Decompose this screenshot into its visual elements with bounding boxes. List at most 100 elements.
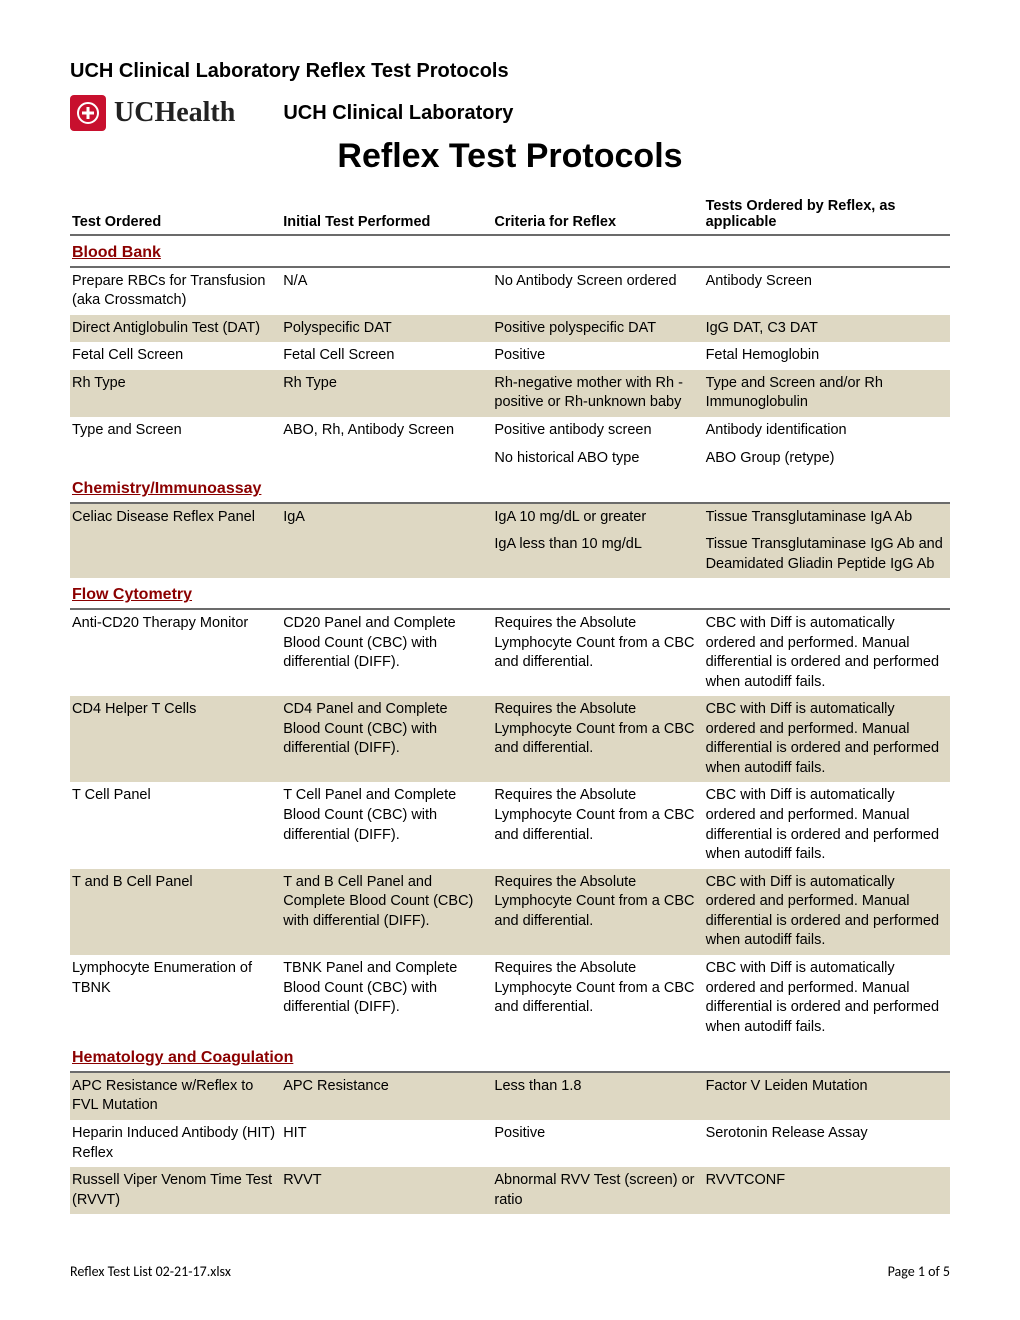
table-row: No historical ABO typeABO Group (retype) xyxy=(70,445,950,473)
cell: Type and Screen and/or Rh Immunoglobulin xyxy=(704,370,950,417)
table-row: Type and ScreenABO, Rh, Antibody ScreenP… xyxy=(70,417,950,445)
cell: Positive xyxy=(492,1120,703,1167)
col-criteria: Criteria for Reflex xyxy=(492,194,703,235)
table-row: IgA less than 10 mg/dLTissue Transglutam… xyxy=(70,531,950,578)
cell: Positive antibody screen xyxy=(492,417,703,445)
cell: Serotonin Release Assay xyxy=(704,1120,950,1167)
cell: T Cell Panel xyxy=(70,782,281,868)
cell: T and B Cell Panel xyxy=(70,869,281,955)
cell: Russell Viper Venom Time Test (RVVT) xyxy=(70,1167,281,1214)
table-row: Direct Antiglobulin Test (DAT)Polyspecif… xyxy=(70,315,950,343)
cell: IgA xyxy=(281,503,492,532)
col-initial-test: Initial Test Performed xyxy=(281,194,492,235)
cell: APC Resistance w/Reflex to FVL Mutation xyxy=(70,1072,281,1120)
cell: Rh-negative mother with Rh - positive or… xyxy=(492,370,703,417)
cell: CBC with Diff is automatically ordered a… xyxy=(704,955,950,1041)
cell: CD4 Panel and Complete Blood Count (CBC)… xyxy=(281,696,492,782)
cell xyxy=(70,531,281,578)
section-row: Flow Cytometry xyxy=(70,578,950,609)
cell: IgA 10 mg/dL or greater xyxy=(492,503,703,532)
footer-filename: Reflex Test List 02-21-17.xlsx xyxy=(70,1263,231,1280)
table-row: Rh TypeRh TypeRh-negative mother with Rh… xyxy=(70,370,950,417)
page-footer: Reflex Test List 02-21-17.xlsx Page 1 of… xyxy=(70,1263,950,1280)
cell: Rh Type xyxy=(281,370,492,417)
cell: CBC with Diff is automatically ordered a… xyxy=(704,782,950,868)
cell: Polyspecific DAT xyxy=(281,315,492,343)
table-header-row: Test Ordered Initial Test Performed Crit… xyxy=(70,194,950,235)
section-row: Blood Bank xyxy=(70,235,950,267)
table-row: Heparin Induced Antibody (HIT) ReflexHIT… xyxy=(70,1120,950,1167)
cell: CD4 Helper T Cells xyxy=(70,696,281,782)
cell: Fetal Cell Screen xyxy=(281,342,492,370)
cell: Heparin Induced Antibody (HIT) Reflex xyxy=(70,1120,281,1167)
section-title: Hematology and Coagulation xyxy=(70,1041,950,1072)
cell: Requires the Absolute Lymphocyte Count f… xyxy=(492,609,703,696)
cell: Requires the Absolute Lymphocyte Count f… xyxy=(492,782,703,868)
table-row: Fetal Cell ScreenFetal Cell ScreenPositi… xyxy=(70,342,950,370)
lab-title: UCH Clinical Laboratory xyxy=(283,102,513,125)
cell: TBNK Panel and Complete Blood Count (CBC… xyxy=(281,955,492,1041)
cell: Positive xyxy=(492,342,703,370)
table-row: Lymphocyte Enumeration of TBNKTBNK Panel… xyxy=(70,955,950,1041)
cell: Lymphocyte Enumeration of TBNK xyxy=(70,955,281,1041)
cell: APC Resistance xyxy=(281,1072,492,1120)
cell: Celiac Disease Reflex Panel xyxy=(70,503,281,532)
cell: No Antibody Screen ordered xyxy=(492,267,703,315)
cell xyxy=(281,445,492,473)
main-title: Reflex Test Protocols xyxy=(70,137,950,176)
section-title: Flow Cytometry xyxy=(70,578,950,609)
document-page: UCH Clinical Laboratory Reflex Test Prot… xyxy=(0,0,1020,1320)
cell: Tissue Transglutaminase IgG Ab and Deami… xyxy=(704,531,950,578)
cell: Fetal Hemoglobin xyxy=(704,342,950,370)
table-row: Celiac Disease Reflex PanelIgAIgA 10 mg/… xyxy=(70,503,950,532)
cell: RVVTCONF xyxy=(704,1167,950,1214)
section-row: Chemistry/Immunoassay xyxy=(70,472,950,503)
cell: CBC with Diff is automatically ordered a… xyxy=(704,869,950,955)
cell: N/A xyxy=(281,267,492,315)
cell xyxy=(70,445,281,473)
cell: IgG DAT, C3 DAT xyxy=(704,315,950,343)
cell: Positive polyspecific DAT xyxy=(492,315,703,343)
cell: Fetal Cell Screen xyxy=(70,342,281,370)
brand-name: UCHealth xyxy=(114,97,235,129)
cell: Antibody identification xyxy=(704,417,950,445)
cell: Abnormal RVV Test (screen) or ratio xyxy=(492,1167,703,1214)
cell: Less than 1.8 xyxy=(492,1072,703,1120)
cell: T and B Cell Panel and Complete Blood Co… xyxy=(281,869,492,955)
table-row: T Cell PanelT Cell Panel and Complete Bl… xyxy=(70,782,950,868)
cell: IgA less than 10 mg/dL xyxy=(492,531,703,578)
cell: Direct Antiglobulin Test (DAT) xyxy=(70,315,281,343)
footer-page: Page 1 of 5 xyxy=(888,1263,950,1280)
cell: CD20 Panel and Complete Blood Count (CBC… xyxy=(281,609,492,696)
cell: Requires the Absolute Lymphocyte Count f… xyxy=(492,696,703,782)
uchealth-logo-icon xyxy=(70,95,106,131)
table-row: Russell Viper Venom Time Test (RVVT)RVVT… xyxy=(70,1167,950,1214)
cell xyxy=(281,531,492,578)
section-row: Hematology and Coagulation xyxy=(70,1041,950,1072)
cell: Factor V Leiden Mutation xyxy=(704,1072,950,1120)
cell: HIT xyxy=(281,1120,492,1167)
brand-row: UCHealth UCH Clinical Laboratory xyxy=(70,95,950,131)
section-title: Chemistry/Immunoassay xyxy=(70,472,950,503)
protocol-table: Test Ordered Initial Test Performed Crit… xyxy=(70,194,950,1214)
cell: ABO Group (retype) xyxy=(704,445,950,473)
doc-header: UCH Clinical Laboratory Reflex Test Prot… xyxy=(70,60,950,83)
cell: Tissue Transglutaminase IgA Ab xyxy=(704,503,950,532)
cell: CBC with Diff is automatically ordered a… xyxy=(704,609,950,696)
cell: RVVT xyxy=(281,1167,492,1214)
table-row: APC Resistance w/Reflex to FVL MutationA… xyxy=(70,1072,950,1120)
cell: Anti-CD20 Therapy Monitor xyxy=(70,609,281,696)
cell: Antibody Screen xyxy=(704,267,950,315)
table-row: Anti-CD20 Therapy MonitorCD20 Panel and … xyxy=(70,609,950,696)
cell: CBC with Diff is automatically ordered a… xyxy=(704,696,950,782)
cell: No historical ABO type xyxy=(492,445,703,473)
cell: Requires the Absolute Lymphocyte Count f… xyxy=(492,955,703,1041)
col-test-ordered: Test Ordered xyxy=(70,194,281,235)
section-title: Blood Bank xyxy=(70,235,950,267)
cell: ABO, Rh, Antibody Screen xyxy=(281,417,492,445)
cell: Requires the Absolute Lymphocyte Count f… xyxy=(492,869,703,955)
table-row: Prepare RBCs for Transfusion (aka Crossm… xyxy=(70,267,950,315)
table-row: CD4 Helper T CellsCD4 Panel and Complete… xyxy=(70,696,950,782)
cell: T Cell Panel and Complete Blood Count (C… xyxy=(281,782,492,868)
cell: Prepare RBCs for Transfusion (aka Crossm… xyxy=(70,267,281,315)
